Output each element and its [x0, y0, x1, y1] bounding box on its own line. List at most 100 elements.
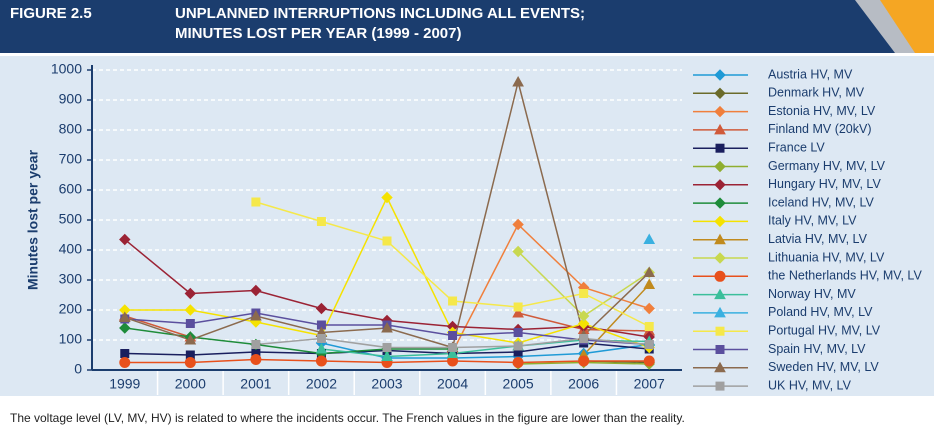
legend-swatch	[715, 143, 725, 153]
legend-swatch	[714, 233, 726, 245]
data-point	[512, 218, 524, 231]
data-point	[120, 349, 130, 358]
x-tick-label: 2002	[306, 376, 337, 392]
data-point	[644, 340, 654, 349]
y-tick-label: 500	[59, 211, 83, 227]
legend-swatch	[714, 288, 726, 300]
legend-label: Portugal HV, MV, LV	[768, 323, 881, 337]
x-tick-label: 1999	[109, 376, 140, 392]
y-tick-label: 900	[59, 91, 83, 107]
legend-label: Poland HV, MV, LV	[768, 305, 873, 319]
data-point	[315, 355, 327, 367]
data-point	[512, 75, 524, 87]
series-line	[451, 223, 650, 353]
legend-label: Italy HV, MV, LV	[768, 214, 857, 228]
data-point	[578, 355, 590, 367]
x-tick-label: 2000	[175, 376, 206, 392]
legend-label: Hungary HV, MV, LV	[768, 177, 881, 191]
legend-label: Latvia HV, MV, LV	[768, 232, 868, 246]
data-point	[316, 217, 326, 226]
data-point	[118, 311, 131, 322]
data-point	[513, 341, 523, 351]
data-point	[250, 284, 262, 297]
figure-number: FIGURE 2.5	[10, 5, 92, 22]
data-point	[381, 191, 393, 204]
legend-swatch	[714, 123, 726, 135]
data-point	[577, 310, 590, 322]
x-tick-label: 2005	[503, 376, 534, 392]
data-point	[250, 354, 262, 365]
legend-swatch	[714, 270, 726, 282]
legend-label: Estonia HV, MV, LV	[768, 104, 876, 118]
data-point	[382, 343, 392, 352]
x-tick-label: 2001	[240, 376, 271, 392]
y-tick-label: 600	[59, 181, 83, 197]
data-point	[184, 304, 197, 316]
y-tick-label: 300	[59, 271, 83, 287]
data-point	[185, 319, 195, 328]
chart-title: UNPLANNED INTERRUPTIONS INCLUDING ALL EV…	[175, 5, 585, 22]
y-tick-label: 100	[59, 331, 83, 347]
data-point	[119, 322, 131, 334]
footnote: The voltage level (LV, MV, HV) is relate…	[10, 411, 685, 425]
data-point	[643, 302, 655, 315]
series-line	[583, 283, 650, 356]
data-point	[250, 309, 262, 321]
legend-swatch	[714, 215, 726, 228]
data-point	[251, 340, 261, 349]
legend-swatch	[715, 345, 725, 354]
data-point	[579, 334, 589, 343]
data-point	[448, 343, 458, 352]
legend-label: Denmark HV, MV	[768, 86, 865, 100]
data-point	[119, 233, 131, 246]
legend-swatch	[715, 381, 725, 391]
legend-label: Lithuania HV, MV, LV	[768, 250, 885, 264]
data-point	[446, 347, 459, 358]
legend-swatch	[714, 87, 726, 100]
chart-title: MINUTES LOST PER YEAR (1999 - 2007)	[175, 25, 461, 42]
y-tick-label: 700	[59, 151, 83, 167]
data-point	[382, 236, 392, 246]
y-tick-label: 200	[59, 301, 83, 317]
y-axis-label: Minutes lost per year	[25, 149, 41, 290]
legend-label: Iceland HV, MV, LV	[768, 195, 875, 209]
data-point	[251, 197, 261, 207]
legend-swatch	[714, 197, 726, 209]
x-tick-label: 2007	[634, 376, 665, 392]
legend-label: UK HV, MV, LV	[768, 378, 852, 392]
legend-label: Austria HV, MV	[768, 67, 853, 81]
data-point	[315, 302, 328, 315]
data-point	[513, 302, 523, 312]
legend-swatch	[714, 179, 726, 191]
legend-label: Finland MV (20kV)	[768, 122, 872, 136]
data-point	[513, 328, 523, 337]
y-tick-label: 1000	[51, 61, 82, 77]
data-point	[643, 233, 656, 244]
y-tick-label: 800	[59, 121, 83, 137]
legend-label: Sweden HV, MV, LV	[768, 360, 879, 374]
legend-label: the Netherlands HV, MV, LV	[768, 269, 922, 283]
legend-label: Spain HV, MV, LV	[768, 342, 866, 356]
data-point	[644, 322, 654, 331]
y-tick-label: 400	[59, 241, 83, 257]
data-point	[381, 321, 393, 333]
data-point	[512, 306, 524, 318]
data-point	[184, 357, 196, 368]
legend-swatch	[714, 306, 726, 318]
y-tick-label: 0	[74, 361, 82, 377]
data-point	[512, 245, 524, 258]
data-point	[448, 296, 458, 306]
legend-label: France LV	[768, 140, 825, 154]
x-tick-label: 2004	[437, 376, 468, 392]
legend-label: Norway HV, MV	[768, 287, 856, 301]
legend-swatch	[714, 105, 726, 118]
data-point	[381, 350, 393, 361]
legend-swatch	[714, 252, 726, 264]
x-tick-label: 2006	[568, 376, 599, 392]
data-point	[643, 355, 655, 367]
data-point	[316, 334, 326, 343]
data-point	[577, 317, 590, 330]
data-point	[184, 333, 197, 345]
legend-swatch	[715, 326, 725, 336]
